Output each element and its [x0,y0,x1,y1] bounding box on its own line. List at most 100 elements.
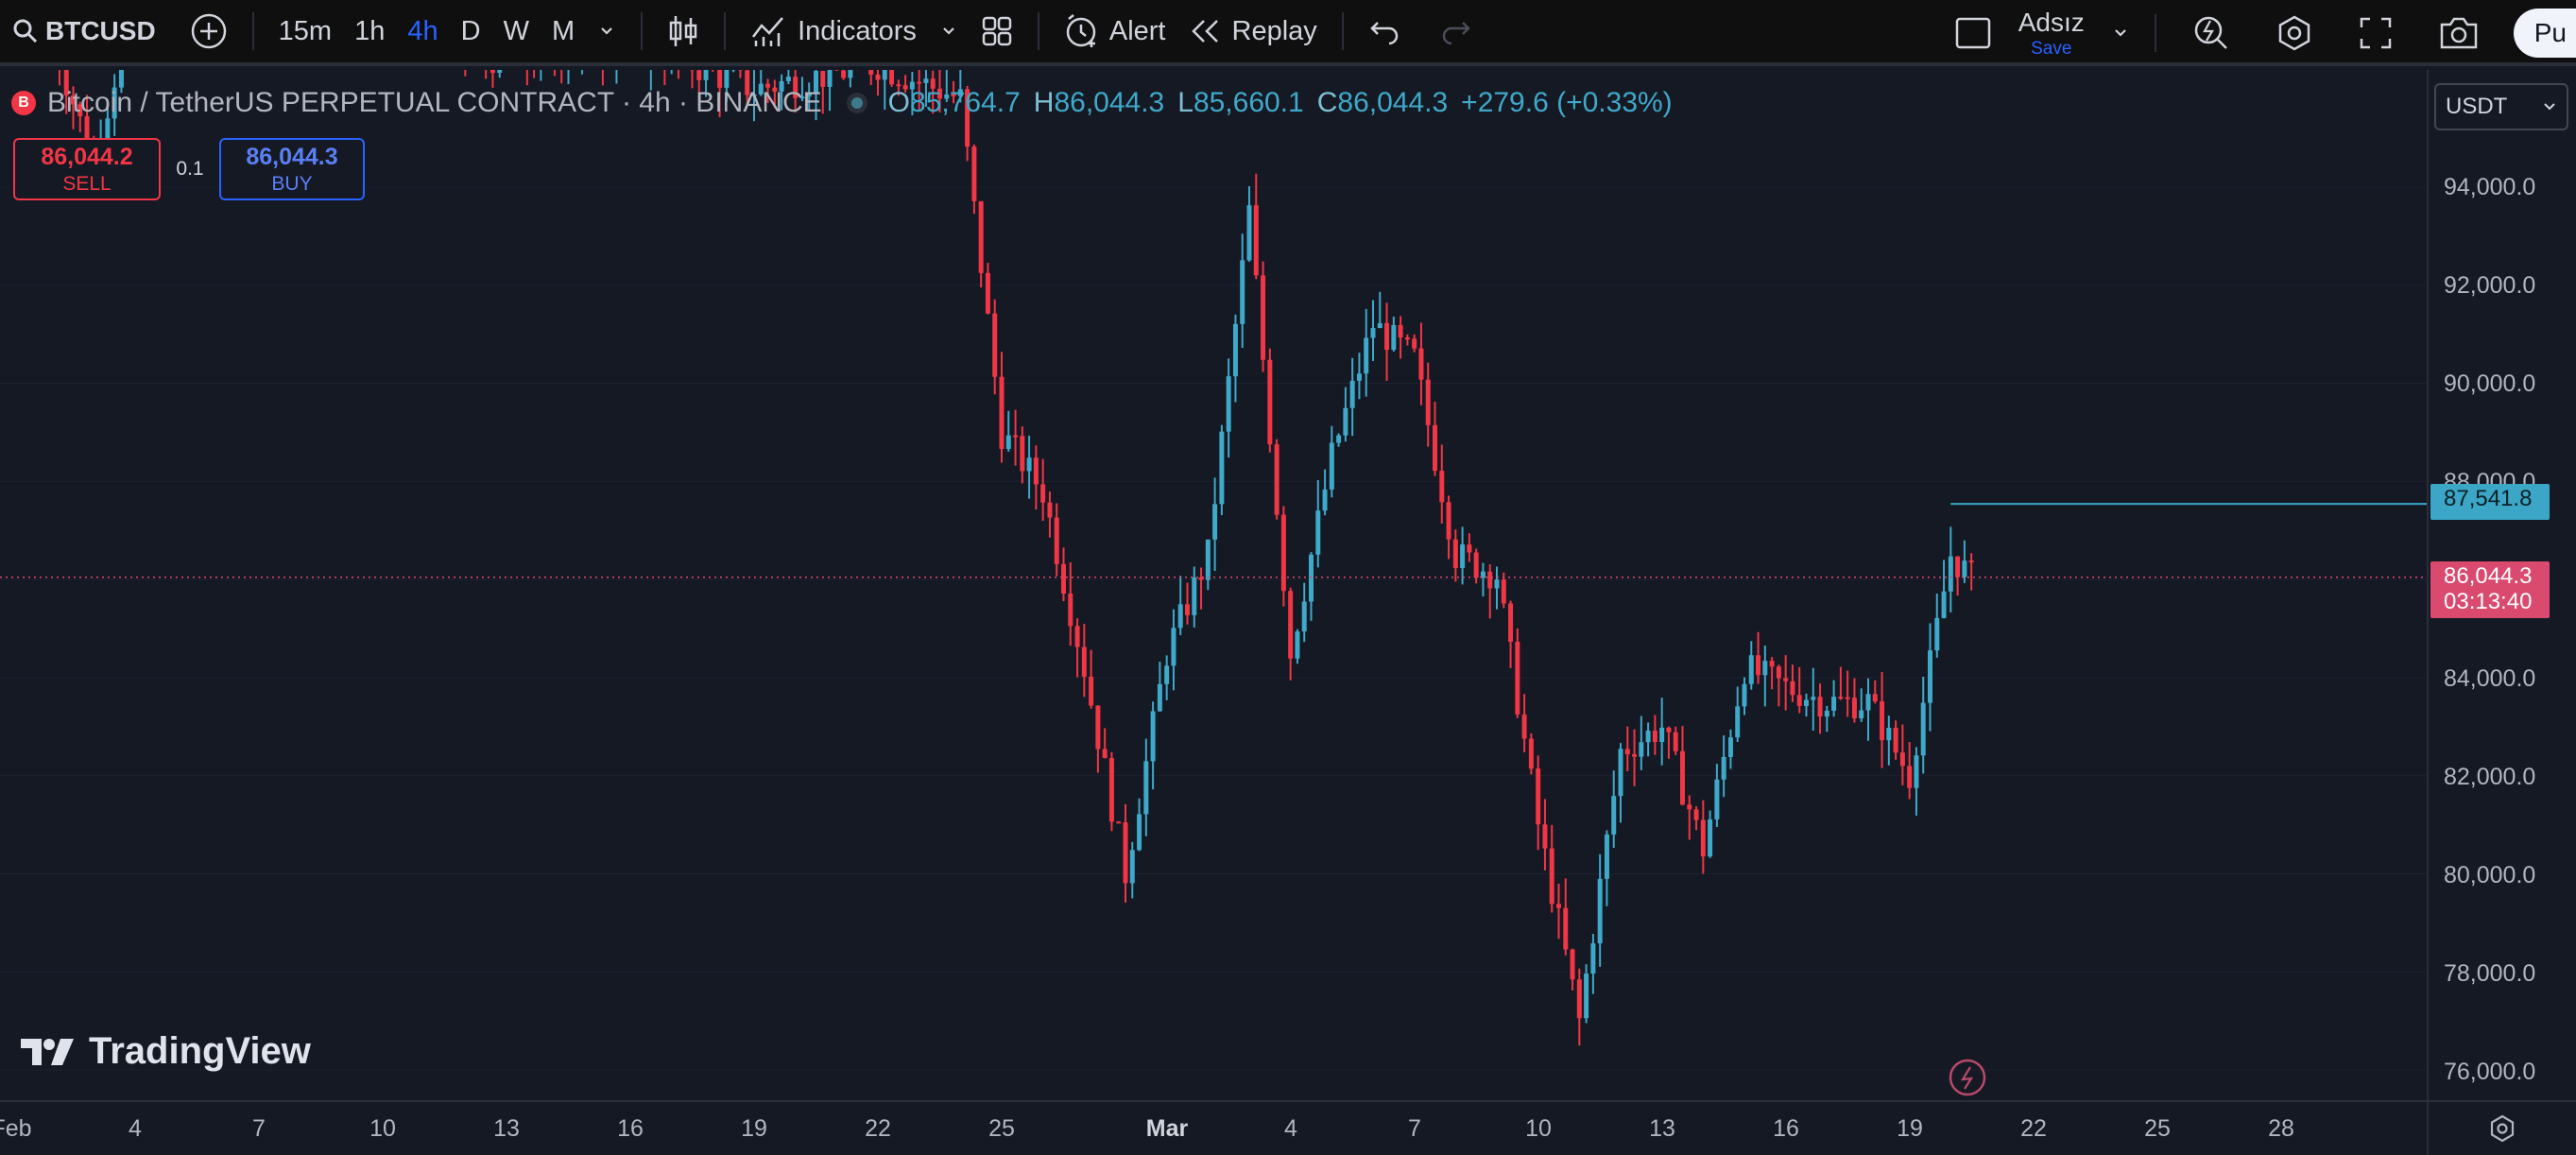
undo-icon [1368,17,1402,45]
candle [1349,357,1355,437]
time-tick: 4 [1284,1115,1297,1142]
high-price-tag: 87,541.8 [2430,484,2550,520]
candle [1639,715,1644,770]
currency-value: USDT [2446,94,2508,119]
fullscreen-icon [2359,16,2393,50]
chart-type-button[interactable] [656,5,711,58]
candle [1872,680,1878,704]
candle [1460,526,1466,585]
candle [957,70,963,103]
candle [1398,316,1403,359]
candle [923,70,929,107]
indicators-button[interactable]: Indicators [739,5,928,58]
candle [1232,314,1238,403]
indicators-dropdown[interactable] [928,5,970,58]
candle [1198,567,1204,610]
buy-price: 86,044.3 [246,143,338,170]
candle [902,75,908,93]
candle [615,70,618,84]
interval-dropdown[interactable] [586,5,627,58]
candle [1632,729,1638,786]
legend-low-value: 85,660.1 [1193,87,1304,118]
publish-button[interactable]: Pu [2513,9,2576,58]
candle [1735,686,1741,742]
scale-settings-button[interactable] [2427,1100,2576,1155]
sell-button[interactable]: 86,044.2 SELL [13,138,161,200]
candle [71,86,76,129]
replay-button[interactable]: Replay [1177,5,1329,58]
event-marker-icon [1949,1059,1986,1096]
candle [1246,186,1252,262]
interval-1h[interactable]: 1h [354,15,386,46]
interval-15m[interactable]: 15m [278,15,333,46]
candlestick-chart[interactable] [0,70,2427,1100]
chevron-down-icon [597,22,616,41]
legend-change: +279.6 (+0.33%) [1461,87,1673,118]
quick-search-button[interactable] [2181,7,2241,60]
price-tick: 90,000.0 [2444,371,2536,397]
candle [841,70,847,80]
buy-button[interactable]: 86,044.3 BUY [219,138,365,200]
candle [724,70,730,103]
candle [58,70,60,86]
chart-pane[interactable]: B Bitcoin / TetherUS PERPETUAL CONTRACT … [0,70,2427,1100]
candle [497,70,503,78]
market-status-icon[interactable] [846,93,867,113]
time-scale[interactable]: Feb 4 7 10 13 16 19 22 25 Mar 4 7 10 13 … [0,1100,2427,1155]
order-quantity[interactable]: 0.1 [176,158,204,180]
search-icon [11,17,40,45]
symbol-search-button[interactable]: BTCUSD [0,5,167,58]
add-symbol-button[interactable] [179,5,239,58]
replay-icon [1189,17,1223,45]
time-tick: 25 [988,1115,1015,1142]
alert-button[interactable]: Alert [1053,5,1177,58]
interval-w[interactable]: W [503,15,529,46]
snapshot-button[interactable] [2427,7,2491,60]
fullscreen-button[interactable] [2347,7,2404,60]
candle [779,74,784,111]
interval-m[interactable]: M [551,15,575,46]
candle [717,70,723,117]
candle [896,79,902,96]
layout-select-button[interactable] [1943,7,2003,60]
candle [848,70,853,88]
candle [1370,300,1376,361]
candle [999,352,1005,463]
candle [1536,755,1541,851]
interval-4h[interactable]: 4h [407,15,438,46]
settings-button[interactable] [2264,7,2325,60]
candle [1377,291,1382,329]
redo-button[interactable] [1427,5,1484,58]
camera-icon [2438,15,2480,51]
candle [1934,593,1940,658]
undo-button[interactable] [1357,5,1414,58]
candle [1673,726,1678,755]
candle [1742,677,1747,715]
chevron-down-icon [939,22,958,41]
candle [63,70,69,114]
candle [944,70,950,103]
layout-name-button[interactable]: Adsız Save [2003,9,2100,58]
price-scale[interactable]: USDT 94,000.0 92,000.0 90,000.0 88,000.0… [2427,70,2576,1100]
time-tick: 4 [129,1115,142,1142]
candle [1219,424,1225,516]
candle [1727,729,1733,769]
currency-select[interactable]: USDT [2434,83,2568,130]
candle [1618,743,1623,823]
candle [1811,667,1816,732]
candle [1164,655,1170,700]
candle [985,263,990,315]
layout-dropdown[interactable] [2100,7,2141,60]
candle [1769,657,1775,690]
candle [1261,261,1266,372]
toolbar-divider [2154,14,2156,52]
legend-symbol-title[interactable]: Bitcoin / TetherUS PERPETUAL CONTRACT · … [47,87,822,118]
templates-button[interactable] [970,5,1024,58]
interval-d[interactable]: D [460,15,481,46]
candle [1192,566,1197,628]
tradingview-logo[interactable]: TradingView [19,1030,311,1073]
candle [1708,810,1713,858]
time-tick: 7 [1408,1115,1421,1142]
layout-save-label: Save [2031,38,2072,59]
alert-label: Alert [1108,15,1166,46]
